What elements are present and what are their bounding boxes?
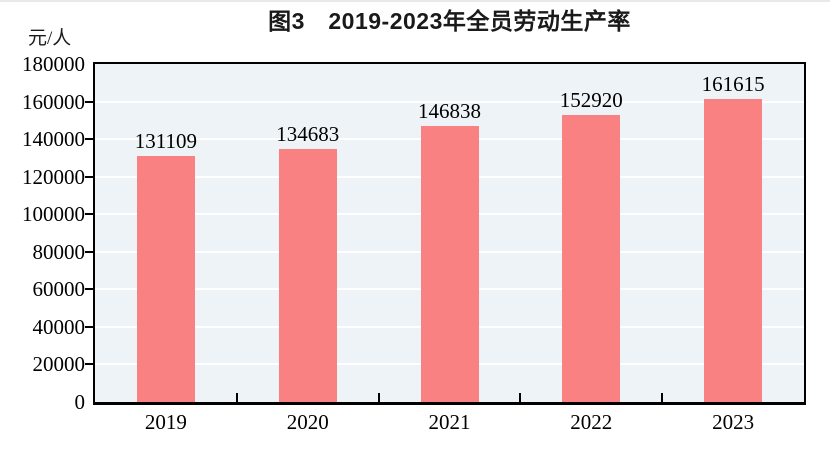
bar-value-label: 152920	[559, 87, 623, 112]
x-axis-label: 2021	[428, 410, 471, 434]
y-axis-label: 80000	[32, 239, 86, 264]
x-axis-label: 2020	[286, 410, 329, 434]
bar-value-label: 131109	[134, 128, 197, 153]
x-axis-labels: 2019 2020 2021 2022 2023	[95, 409, 804, 435]
x-axis-tick	[235, 393, 238, 402]
x-axis-tick	[661, 393, 664, 402]
bar-value-label: 146838	[418, 99, 481, 124]
y-axis-tick	[85, 213, 93, 216]
y-axis-tick	[85, 288, 93, 291]
chart-title: 图3 2019-2023年全员劳动生产率	[268, 8, 631, 34]
bar	[420, 126, 479, 402]
y-axis-tick	[85, 363, 93, 366]
y-axis-label: 60000	[32, 277, 86, 302]
y-axis-tick	[85, 175, 93, 178]
y-axis-unit-label: 元/人	[28, 28, 72, 49]
x-axis-label: 2023	[712, 410, 755, 434]
y-axis-label: 40000	[32, 314, 86, 339]
y-axis-label: 140000	[22, 127, 85, 152]
y-axis-label: 100000	[22, 202, 85, 227]
y-axis-label: 0	[74, 390, 86, 414]
bar	[562, 114, 621, 402]
bar	[136, 155, 195, 402]
gridline	[95, 100, 804, 103]
y-axis-tick	[85, 100, 93, 103]
y-axis-tick	[85, 250, 93, 253]
bar	[704, 98, 763, 402]
x-axis-tick	[519, 393, 522, 402]
y-axis-label: 180000	[22, 52, 85, 76]
y-axis-label: 160000	[22, 89, 85, 114]
x-axis-tick	[377, 393, 380, 402]
y-axis-tick-labels: 0 20000 40000 60000 80000 100000 120000 140000 1…	[0, 2, 85, 464]
x-axis-label: 2022	[570, 410, 613, 434]
y-axis-tick	[85, 138, 93, 141]
bar	[278, 149, 337, 402]
y-axis-tick	[85, 325, 93, 328]
bar-value-label: 161615	[701, 71, 765, 96]
bar-value-label: 134683	[276, 122, 340, 147]
y-axis-label: 20000	[32, 352, 86, 377]
plot-area: 131109 134683 146838 152920 161615	[93, 62, 806, 405]
x-axis-label: 2019	[144, 410, 187, 434]
y-axis-label: 120000	[22, 164, 85, 189]
